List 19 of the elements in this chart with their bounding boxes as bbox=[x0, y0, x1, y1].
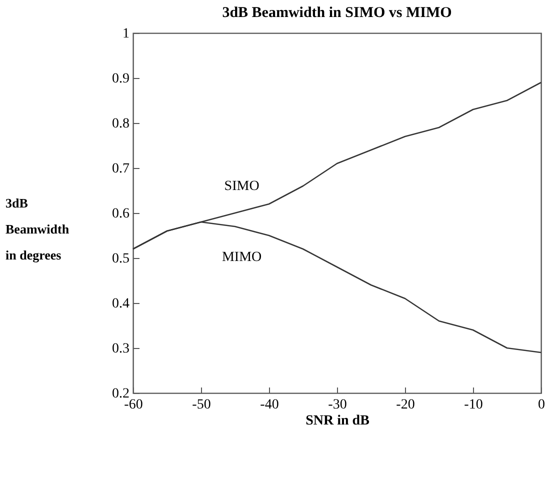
y-tick-label: 0.9 bbox=[112, 72, 130, 86]
y-tick-label: 0.8 bbox=[112, 116, 130, 132]
x-tick-label: -20 bbox=[396, 398, 415, 412]
x-tick-label: -50 bbox=[192, 398, 211, 412]
y-tick-label: 0.7 bbox=[112, 162, 130, 176]
x-tick-label: -40 bbox=[260, 398, 279, 412]
x-tick-label: -30 bbox=[328, 398, 347, 412]
y-axis-title: 3dB Beamwidth in degrees bbox=[6, 196, 70, 262]
chart-title: 3dB Beamwidth in SIMO vs MIMO bbox=[222, 5, 452, 21]
y-tick-label: 0.4 bbox=[112, 296, 130, 312]
x-axis-title: SNR in dB bbox=[306, 414, 370, 428]
x-tick-label: 0 bbox=[538, 398, 545, 412]
x-tick-label: -10 bbox=[464, 398, 483, 412]
y-tick-label: 0.3 bbox=[112, 342, 130, 356]
series-label: MIMO bbox=[222, 250, 262, 266]
y-tick-label: 1 bbox=[122, 26, 130, 42]
y-tick-label: 0.5 bbox=[112, 252, 130, 266]
y-tick-label: 0.6 bbox=[112, 206, 130, 222]
series-label: SIMO bbox=[224, 179, 260, 194]
